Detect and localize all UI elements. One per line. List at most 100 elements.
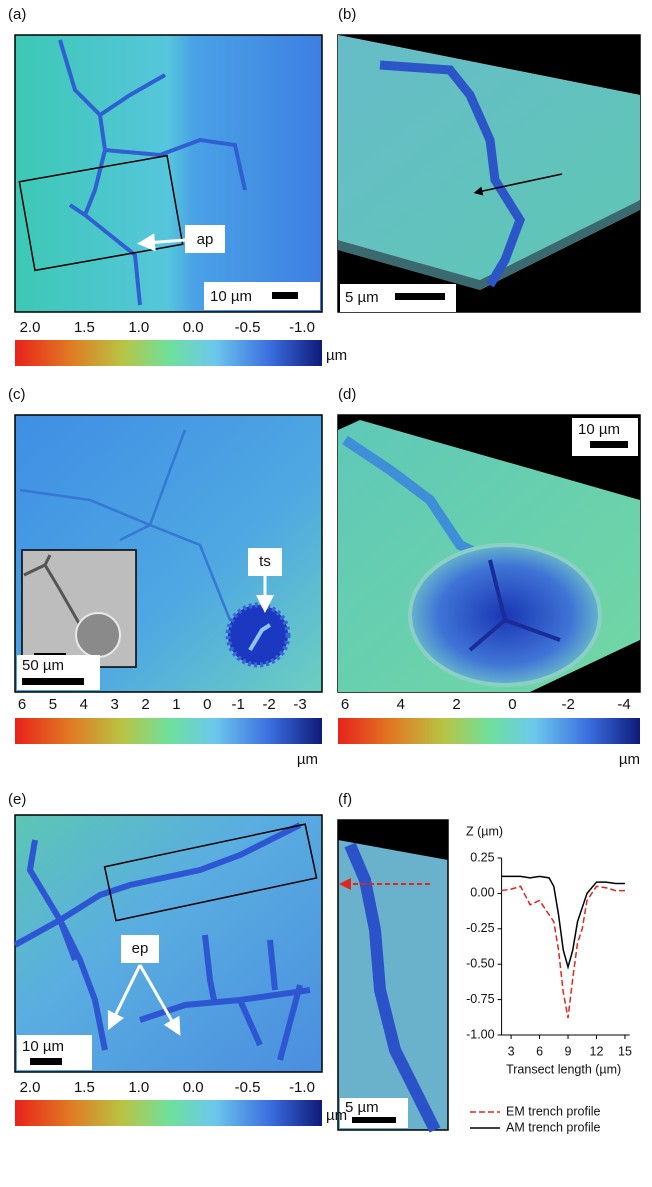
region-box [103,823,318,922]
panel-label: (f) [338,791,352,808]
colorbar-tick-label: -4 [617,696,630,713]
legend-label: AM trench profile [506,1120,601,1134]
x-tick-label: 3 [508,1044,515,1058]
colorbar-tick-label: -3 [293,696,306,713]
colorbar-tick-label: 1.0 [128,1079,149,1096]
arrow [107,964,142,1031]
trench [379,60,525,288]
hyphae [58,39,247,306]
colorbar-tick-label: 1.5 [74,319,95,336]
y-axis-label: Z (µm) [466,824,503,838]
colorbar-tick-label: -2 [262,696,275,713]
colorbar-tick-label: 0.0 [183,1079,204,1096]
scale-bar [352,1117,396,1123]
colorbar-tick-label: 0 [508,696,516,713]
x-axis-label: Transect length (µm) [506,1062,621,1076]
colorbar-tick-label: 2.0 [20,1079,41,1096]
hyphae [13,822,311,1061]
y-tick-label: -1.00 [466,1027,495,1041]
colorbar-tick-label: 5 [49,696,57,713]
crater-core [468,559,561,652]
colorbar-tick-label: -0.5 [235,1079,261,1096]
colorbar-tick-label: 4 [397,696,405,713]
colorbar [15,1100,322,1126]
colorbar-unit: µm [326,1107,347,1124]
panel-label: (b) [338,6,356,23]
x-tick-label: 6 [536,1044,543,1058]
scale-label: 50 µm [22,657,64,674]
x-tick-label: 9 [565,1044,572,1058]
series-line [501,885,625,1019]
trench [344,842,441,1133]
scale-label: 5 µm [345,289,379,306]
colorbar-tick-label: 2 [452,696,460,713]
annotation-box [248,548,282,576]
colorbar-tick-label: 3 [110,696,118,713]
colorbar-tick-label: -0.5 [235,319,261,336]
x-tick-label: 15 [618,1044,632,1058]
colorbar-tick-label: 6 [341,696,349,713]
colorbar [15,718,322,744]
hyphae [19,429,232,621]
colorbar-tick-label: 1.0 [128,319,149,336]
scale-box [572,418,638,456]
colorbar-tick-label: 1 [172,696,180,713]
scale-label: 10 µm [578,421,620,438]
edge [338,200,640,290]
colorbar-tick-label: 0 [203,696,211,713]
inset-hyphae [23,554,82,626]
colorbar-tick-label: -1.0 [289,319,315,336]
colorbar-tick-label: -1 [232,696,245,713]
colorbar-unit: µm [326,347,347,364]
scale-box [204,282,320,310]
y-tick-label: -0.50 [466,956,495,970]
region-box [18,154,184,272]
panel-label: (a) [8,6,26,23]
panel-d: 10 µm (d) [337,386,641,693]
colorbar-tick-label: 2.0 [20,319,41,336]
annotation: ts [259,553,271,570]
colorbar-tick-label: 4 [80,696,88,713]
colorbar [15,340,322,366]
panel-a: ap 10 µm (a) [8,6,323,313]
y-tick-label: -0.75 [466,992,495,1006]
colorbar-tick-label: 0.0 [183,319,204,336]
annotation: ap [197,231,214,248]
spot-core [248,623,272,652]
arrow [138,964,181,1036]
scale-label: 10 µm [210,288,252,305]
colorbar-tick-label: -1.0 [289,1079,315,1096]
y-tick-label: 0.25 [470,850,494,864]
colorbar-unit: µm [297,751,318,768]
scale-bar [272,292,298,299]
y-tick-label: 0.00 [470,886,494,900]
colorbar-unit: µm [619,751,640,768]
annotation-box [185,225,225,253]
panel-b: 5 µm (b) [337,6,641,313]
panel-f: 5 µm (f) [337,791,449,1133]
arrow [137,233,186,252]
colorbar-tick-label: 6 [18,696,26,713]
scale-bar [30,1058,62,1065]
scale-bar [395,293,445,300]
scale-bar [22,678,84,685]
colorbar-tick-label: 2 [141,696,149,713]
scale-bar [590,441,628,448]
panel-c: ts 50 µm (c) [8,386,323,693]
panel-e: ep 10 µm (e) [8,791,323,1073]
scale-label: 10 µm [22,1038,64,1055]
inset-trap [75,612,121,658]
panel-label: (d) [338,386,356,403]
arrow [473,173,563,196]
x-tick-label: 12 [590,1044,604,1058]
height-map [14,34,323,313]
colorbar [338,718,640,744]
panel-label: (c) [8,386,26,403]
annotation: ep [132,940,149,957]
scale-label: 5 µm [345,1099,379,1116]
colorbar-tick-label: 1.5 [74,1079,95,1096]
y-tick-label: -0.25 [466,921,495,935]
colorbar-tick-label: -2 [562,696,575,713]
legend-label: EM trench profile [506,1104,601,1118]
